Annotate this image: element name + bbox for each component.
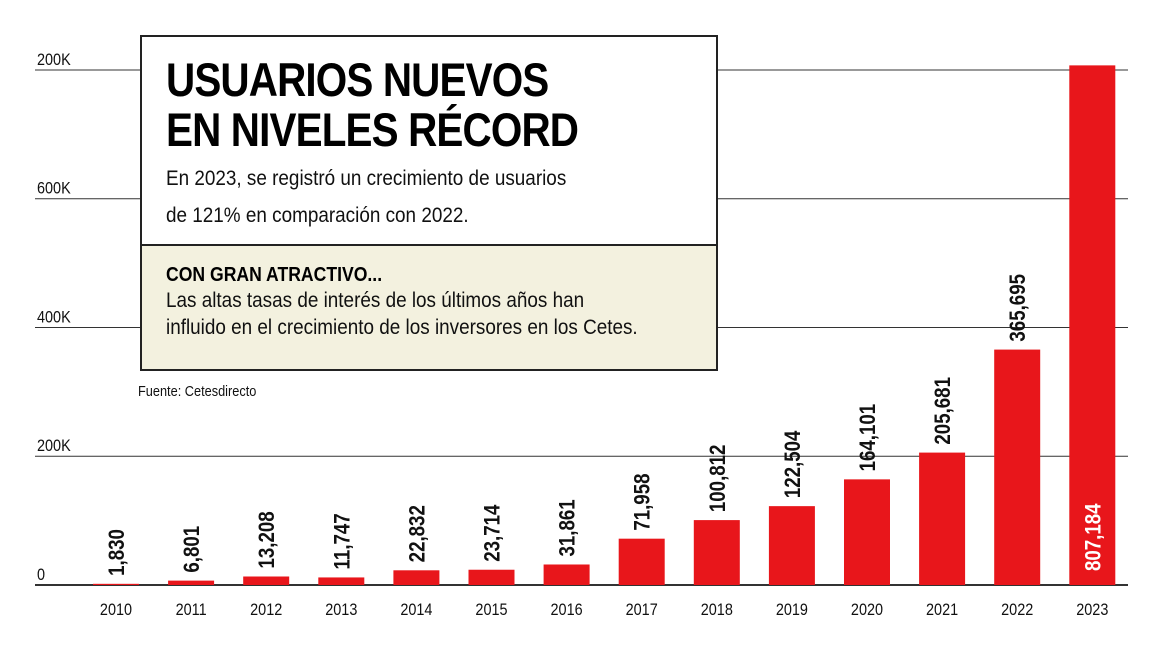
bar-2018 (693, 520, 740, 585)
x-tick-label: 2011 (176, 601, 207, 619)
x-tick-label: 2013 (325, 601, 357, 619)
bar-2016 (543, 564, 590, 585)
note-line-1: Las altas tasas de interés de los último… (166, 289, 585, 312)
x-tick-label: 2015 (475, 601, 507, 619)
bar-2019 (768, 506, 815, 585)
x-tick-label: 2023 (1076, 601, 1108, 619)
chart-title-line-2: EN NIVELES RÉCORD (166, 103, 579, 156)
x-tick-label: 2019 (776, 601, 808, 619)
data-label: 11,747 (331, 513, 355, 569)
title-section: USUARIOS NUEVOS EN NIVELES RÉCORD En 202… (142, 37, 716, 244)
data-label: 31,861 (556, 499, 580, 556)
data-label: 13,208 (256, 511, 280, 568)
subtitle-line-1: En 2023, se registró un crecimiento de u… (166, 167, 567, 190)
bar-2021 (919, 452, 966, 585)
data-label: 22,832 (406, 505, 430, 562)
x-tick-label: 2014 (400, 601, 432, 619)
bar-2010 (93, 583, 139, 585)
bar-2011 (168, 580, 215, 585)
x-tick-label: 2018 (701, 601, 733, 619)
data-label: 1,830 (106, 529, 130, 576)
data-label: 122,504 (782, 430, 806, 498)
note-line-2: influido en el crecimiento de los invers… (166, 316, 638, 339)
data-label: 6,801 (181, 526, 205, 573)
x-tick-label: 2010 (100, 601, 132, 619)
y-tick-label: 600K (37, 180, 71, 198)
x-tick-label: 2021 (926, 601, 958, 619)
data-label: 205,681 (932, 377, 956, 445)
bar-2012 (243, 576, 290, 585)
note-heading: CON GRAN ATRACTIVO... (166, 264, 383, 286)
y-tick-label: 200K (37, 437, 71, 455)
bar-2017 (618, 538, 665, 585)
bar-2014 (393, 570, 440, 585)
x-tick-label: 2012 (250, 601, 282, 619)
x-tick-label: 2020 (851, 601, 883, 619)
bar-2020 (844, 479, 890, 585)
title-box: USUARIOS NUEVOS EN NIVELES RÉCORD En 202… (140, 35, 718, 371)
source-note: Fuente: Cetesdirecto (138, 383, 257, 400)
x-tick-label: 2022 (1001, 601, 1033, 619)
y-tick-label: 200K (37, 51, 71, 69)
data-label: 164,101 (857, 404, 881, 472)
bar-2015 (468, 569, 515, 585)
y-tick-label: 400K (37, 308, 71, 326)
data-label: 23,714 (481, 504, 505, 562)
bar-2022 (994, 349, 1041, 585)
chart-title-line-1: USUARIOS NUEVOS (166, 53, 549, 106)
x-tick-label: 2017 (626, 601, 658, 619)
x-tick-label: 2016 (551, 601, 583, 619)
subtitle-line-2: de 121% en comparación con 2022. (166, 204, 469, 227)
data-label: 807,184 (1082, 503, 1106, 571)
y-tick-label: 0 (37, 566, 45, 584)
data-label: 71,958 (631, 474, 655, 531)
data-label: 365,695 (1007, 274, 1031, 342)
data-label: 100,812 (706, 445, 730, 513)
bar-2023 (1069, 65, 1116, 585)
bar-2013 (318, 577, 365, 585)
note-section: CON GRAN ATRACTIVO... Las altas tasas de… (142, 244, 716, 369)
